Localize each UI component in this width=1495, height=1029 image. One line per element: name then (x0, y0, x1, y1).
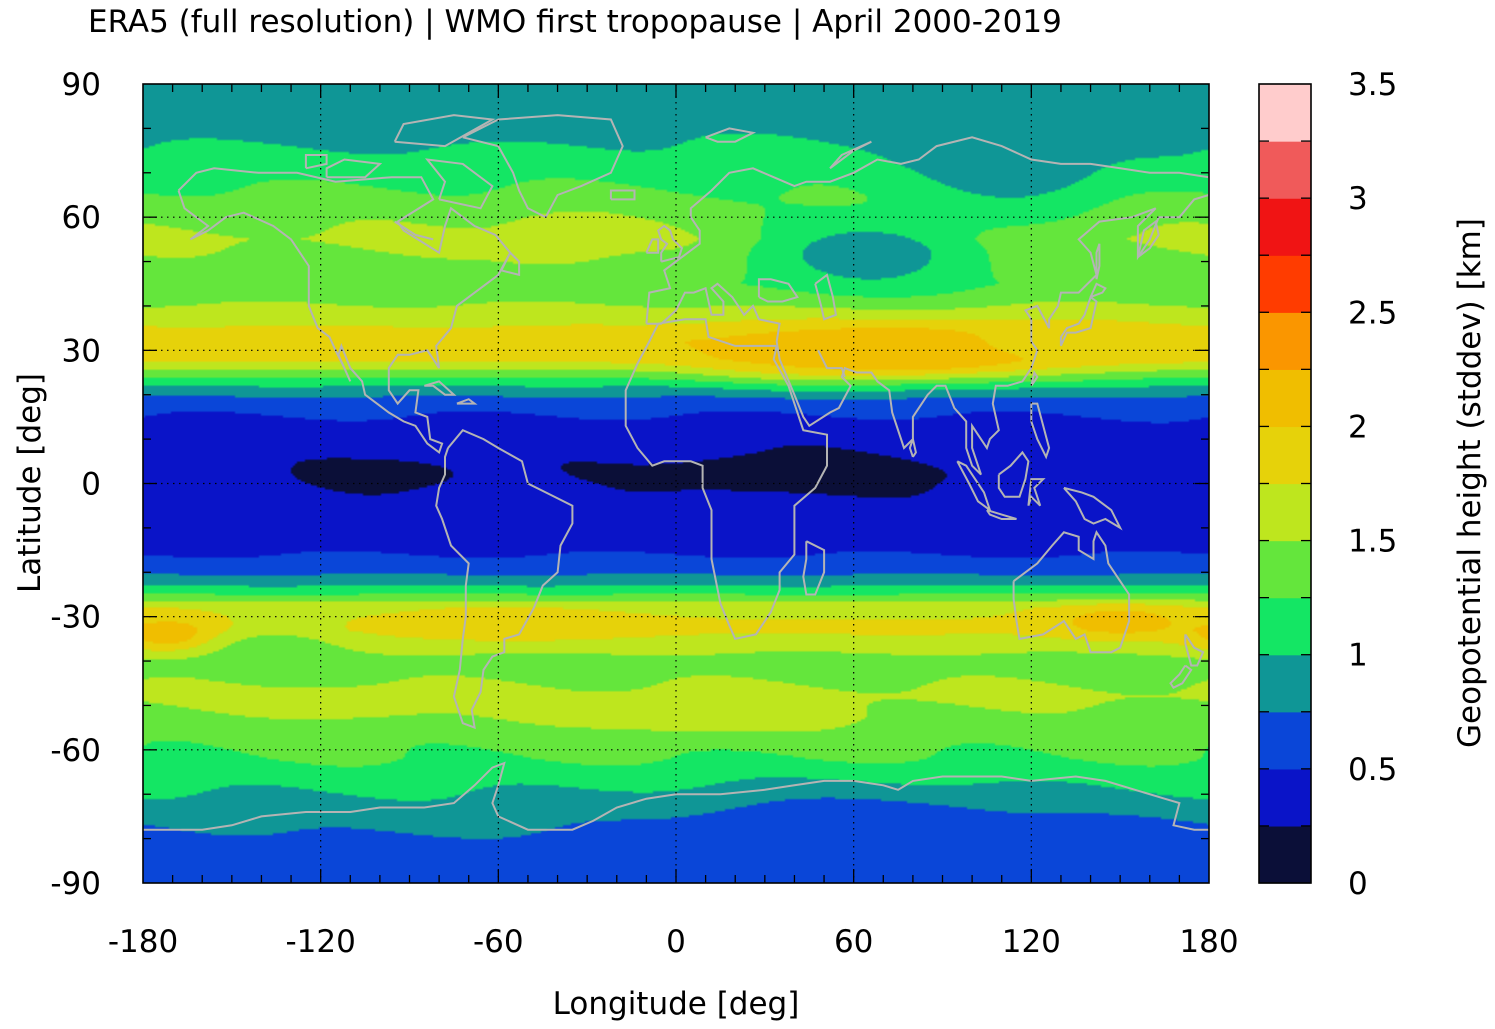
coast-north-america (177, 167, 512, 455)
coast-new-zealand (1184, 633, 1205, 667)
coast-eurasia (645, 136, 1209, 476)
colorbar-tick-label: 0 (1348, 866, 1368, 902)
colorbar (1259, 84, 1311, 884)
coast-uk (657, 224, 684, 263)
coast-victoria-island (325, 158, 383, 179)
y-tick-label: 30 (62, 333, 101, 369)
x-tick-label: -120 (285, 924, 355, 960)
coast-arabia-gulf (817, 349, 846, 378)
y-tick-label: 60 (62, 200, 101, 236)
colorbar-tick-label: 1 (1348, 638, 1368, 674)
colorbar-segment (1259, 654, 1311, 713)
colorbar-tick-label: 0.5 (1348, 752, 1397, 788)
coast-africa (624, 318, 828, 641)
coast-sri-lanka (908, 435, 917, 458)
colorbar-segment (1259, 84, 1311, 142)
coast-sulawesi (1027, 478, 1046, 507)
coast-hispaniola (456, 398, 478, 405)
x-axis-ticks: -180 -120 -60 0 60 120 180 (108, 924, 1239, 960)
coast-novaya-zemlya (829, 140, 872, 170)
x-tick-label: -60 (473, 924, 524, 960)
coast-sakhalin (1095, 243, 1101, 280)
coast-ellesmere (393, 114, 496, 148)
coast-new-zealand-south (1169, 664, 1193, 689)
chart-title: ERA5 (full resolution) | WMO first tropo… (88, 4, 1062, 40)
colorbar-tick-label: 3 (1348, 181, 1368, 217)
coast-philippines (1030, 402, 1051, 460)
y-tick-label: -60 (50, 733, 101, 769)
y-tick-label: -30 (50, 600, 101, 636)
colorbar-segment (1259, 825, 1311, 884)
coast-south-america (435, 428, 574, 730)
coast-java (986, 509, 1017, 520)
minor-ticks (143, 84, 1209, 883)
y-tick-label: -90 (50, 866, 101, 902)
x-tick-label: 180 (1179, 924, 1238, 960)
coast-baffin (424, 158, 494, 210)
coast-banks-island (304, 154, 328, 170)
coast-kamchatka (1136, 219, 1160, 258)
x-tick-label: -180 (108, 924, 178, 960)
gridlines (143, 84, 1209, 883)
colorbar-tick-label: 1.5 (1348, 524, 1397, 560)
colorbar-segment (1259, 711, 1311, 770)
coast-greenland (462, 114, 624, 219)
plot-area (142, 83, 1210, 884)
colorbar-tick-label: 2.5 (1348, 295, 1397, 331)
coast-iceland (609, 189, 636, 201)
coast-new-guinea (1063, 486, 1123, 531)
y-tick-label: 0 (81, 467, 101, 503)
colorbar-frame (1258, 83, 1312, 884)
colorbar-segment (1259, 312, 1311, 370)
y-axis-ticks: -90 -60 -30 0 30 60 90 (50, 67, 101, 902)
x-axis-label: Longitude [deg] (553, 986, 800, 1022)
colorbar-segment (1259, 426, 1311, 485)
plot-frame (142, 83, 1210, 884)
colorbar-tick-label: 2 (1348, 409, 1368, 445)
colorbar-segment (1259, 198, 1311, 256)
x-tick-label: 60 (834, 924, 873, 960)
colorbar-tick-label: 3.5 (1348, 67, 1397, 103)
coast-hokkaido (1089, 282, 1107, 299)
coast-madagascar (802, 540, 826, 596)
coast-taiwan (1030, 370, 1039, 387)
colorbar-segment (1259, 255, 1311, 313)
coast-svalbard (705, 127, 757, 143)
coast-hudson-south (394, 220, 434, 241)
x-tick-label: 0 (666, 924, 686, 960)
coast-caspian (814, 273, 838, 321)
colorbar-segment (1259, 597, 1311, 656)
colorbar-ticks: 0 0.5 1 1.5 2 2.5 3 3.5 (1259, 67, 1397, 902)
colorbar-segment (1259, 141, 1311, 199)
colorbar-segment (1259, 369, 1311, 428)
coast-cuba (424, 380, 457, 396)
coastlines (143, 114, 1209, 831)
colorbar-label: Geopotential height (stddev) [km] (1452, 218, 1488, 748)
coast-japan (1059, 295, 1098, 347)
coast-ireland (645, 238, 660, 254)
coast-australia (1012, 530, 1131, 654)
coast-borneo (997, 450, 1030, 498)
coast-black-sea (757, 278, 799, 303)
colorbar-segment (1259, 768, 1311, 827)
y-tick-label: 90 (62, 67, 101, 103)
coast-antarctica (143, 761, 1209, 831)
colorbar-segment (1259, 483, 1311, 542)
coast-newfoundland (500, 251, 521, 277)
x-tick-label: 120 (1002, 924, 1061, 960)
y-axis-label: Latitude [deg] (12, 373, 48, 593)
colorbar-segment (1259, 540, 1311, 599)
